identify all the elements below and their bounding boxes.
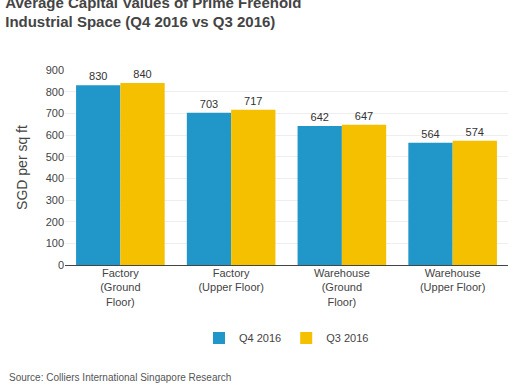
svg-text:Factory(Upper Floor): Factory(Upper Floor) xyxy=(198,267,263,293)
svg-text:830: 830 xyxy=(89,70,107,82)
svg-text:700: 700 xyxy=(46,107,64,119)
svg-text:642: 642 xyxy=(311,111,329,123)
svg-text:647: 647 xyxy=(355,110,373,122)
svg-text:800: 800 xyxy=(46,86,64,98)
svg-text:Average Capital Values of Prim: Average Capital Values of Prime Freehold… xyxy=(5,0,301,30)
svg-text:900: 900 xyxy=(46,64,64,76)
svg-text:Warehouse(GroundFloor): Warehouse(GroundFloor) xyxy=(314,267,370,308)
svg-text:Warehouse(Upper Floor): Warehouse(Upper Floor) xyxy=(420,267,485,293)
svg-text:Q4 2016: Q4 2016 xyxy=(239,332,281,344)
svg-text:SGD per sq ft: SGD per sq ft xyxy=(14,125,30,210)
svg-text:500: 500 xyxy=(46,151,64,163)
svg-text:574: 574 xyxy=(466,126,484,138)
svg-text:600: 600 xyxy=(46,129,64,141)
svg-text:400: 400 xyxy=(46,172,64,184)
svg-text:200: 200 xyxy=(46,216,64,228)
svg-text:564: 564 xyxy=(421,128,439,140)
svg-text:Q3 2016: Q3 2016 xyxy=(326,332,368,344)
svg-text:840: 840 xyxy=(133,68,151,80)
svg-text:Factory(GroundFloor): Factory(GroundFloor) xyxy=(100,267,140,308)
svg-text:703: 703 xyxy=(200,98,218,110)
svg-text:Source: Colliers International: Source: Colliers International Singapore… xyxy=(9,372,231,383)
svg-text:300: 300 xyxy=(46,194,64,206)
svg-text:0: 0 xyxy=(58,259,64,271)
svg-text:100: 100 xyxy=(46,237,64,249)
svg-text:717: 717 xyxy=(244,95,262,107)
